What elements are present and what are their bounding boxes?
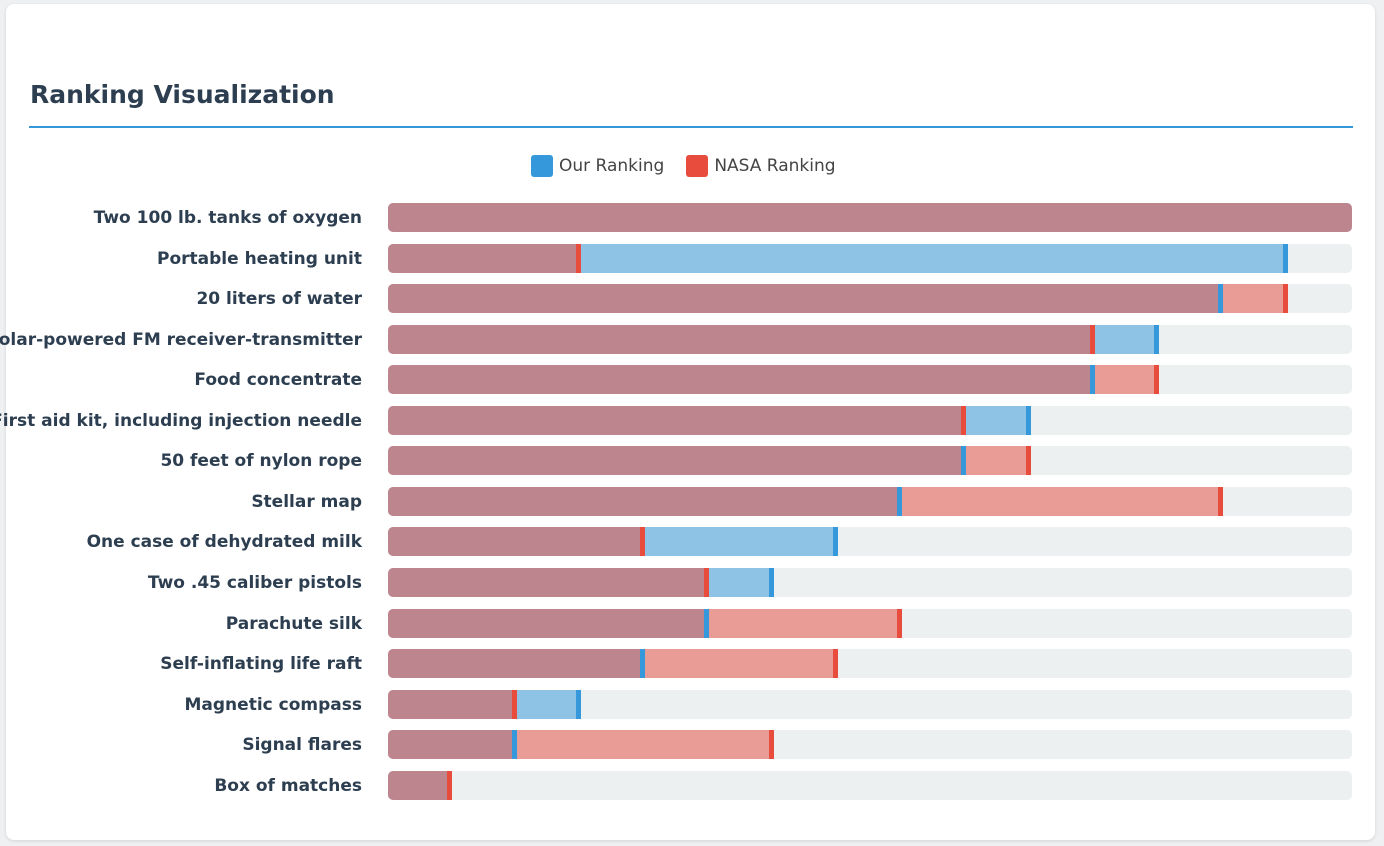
page-title: Ranking Visualization: [30, 80, 335, 109]
our-rank-marker: [832, 527, 838, 556]
ranking-bar-track: [388, 527, 1352, 556]
our-excess-bar: [966, 406, 1031, 435]
row-label: Food concentrate: [194, 370, 362, 390]
nasa-rank-marker: [1154, 365, 1160, 394]
nasa-excess-bar: [966, 446, 1031, 475]
overlap-bar: [388, 771, 453, 800]
nasa-rank-marker: [575, 244, 581, 273]
row-label: Signal flares: [242, 735, 362, 755]
nasa-rank-marker: [511, 690, 517, 719]
ranking-bar-track: [388, 365, 1352, 394]
nasa-rank-marker: [447, 771, 453, 800]
nasa-excess-bar: [516, 730, 774, 759]
nasa-rank-marker: [704, 568, 710, 597]
our-rank-marker: [511, 730, 517, 759]
legend-item-nasa: NASA Ranking: [686, 155, 836, 177]
ranking-card: Ranking Visualization Our Ranking NASA R…: [0, 4, 1375, 840]
nasa-rank-marker: [961, 406, 967, 435]
overlap-bar: [388, 406, 967, 435]
ranking-bar-track: [388, 649, 1352, 678]
our-excess-bar: [580, 244, 1288, 273]
overlap-bar: [388, 203, 1352, 232]
our-rank-marker: [575, 690, 581, 719]
row-label: One case of dehydrated milk: [86, 532, 362, 552]
row-label: 50 feet of nylon rope: [160, 451, 362, 471]
ranking-bar-track: [388, 284, 1352, 313]
our-excess-bar: [1094, 325, 1160, 354]
nasa-rank-marker: [897, 609, 903, 638]
ranking-bar-track: [388, 446, 1352, 475]
nasa-excess-bar: [1094, 365, 1160, 394]
ranking-bar-track: [388, 609, 1352, 638]
our-excess-bar: [516, 690, 581, 719]
our-rank-marker: [1218, 284, 1224, 313]
our-rank-marker: [704, 609, 710, 638]
ranking-bar-track: [388, 203, 1352, 232]
row-label: Stellar map: [251, 492, 362, 512]
our-excess-bar: [709, 568, 774, 597]
nasa-rank-marker: [832, 649, 838, 678]
legend-item-our: Our Ranking: [531, 155, 664, 177]
nasa-excess-bar: [1223, 284, 1288, 313]
overlap-bar: [388, 446, 967, 475]
our-rank-marker: [768, 568, 774, 597]
row-label: Parachute silk: [225, 614, 362, 634]
nasa-excess-bar: [645, 649, 838, 678]
ranking-bar-track: [388, 771, 1352, 800]
nasa-excess-bar: [709, 609, 903, 638]
row-label: 20 liters of water: [196, 289, 362, 309]
ranking-bar-track: [388, 690, 1352, 719]
overlap-bar: [388, 325, 1095, 354]
our-rank-marker: [1282, 244, 1288, 273]
ranking-bar-track: [388, 487, 1352, 516]
nasa-rank-marker: [1089, 325, 1095, 354]
title-divider: [29, 126, 1353, 128]
our-rank-marker: [1089, 365, 1095, 394]
ranking-bar-track: [388, 325, 1352, 354]
chart-legend: Our Ranking NASA Ranking: [531, 155, 858, 177]
nasa-rank-marker: [1218, 487, 1224, 516]
overlap-bar: [388, 730, 517, 759]
row-label: Magnetic compass: [184, 695, 363, 715]
our-rank-marker: [961, 446, 967, 475]
our-rank-marker: [1025, 406, 1031, 435]
legend-swatch-our: [531, 155, 553, 177]
overlap-bar: [388, 568, 710, 597]
our-rank-marker: [1154, 325, 1160, 354]
row-label: Portable heating unit: [157, 249, 362, 269]
overlap-bar: [388, 284, 1224, 313]
legend-swatch-nasa: [686, 155, 709, 177]
our-excess-bar: [645, 527, 838, 556]
row-label: Box of matches: [214, 776, 362, 796]
overlap-bar: [388, 609, 710, 638]
nasa-rank-marker: [768, 730, 774, 759]
overlap-bar: [388, 244, 581, 273]
row-label: Solar-powered FM receiver-transmitter: [0, 330, 362, 350]
nasa-rank-marker: [1282, 284, 1288, 313]
nasa-excess-bar: [902, 487, 1224, 516]
overlap-bar: [388, 690, 517, 719]
overlap-bar: [388, 649, 646, 678]
ranking-bar-track: [388, 568, 1352, 597]
overlap-bar: [388, 527, 646, 556]
overlap-bar: [388, 487, 903, 516]
legend-label-nasa: NASA Ranking: [714, 156, 836, 176]
overlap-bar: [388, 365, 1095, 394]
nasa-rank-marker: [640, 527, 646, 556]
row-label: Self-inflating life raft: [160, 654, 362, 674]
ranking-bar-track: [388, 730, 1352, 759]
our-rank-marker: [897, 487, 903, 516]
row-label: Two .45 caliber pistols: [147, 573, 362, 593]
ranking-bar-track: [388, 406, 1352, 435]
legend-label-our: Our Ranking: [559, 156, 665, 176]
row-label: First aid kit, including injection needl…: [0, 411, 362, 431]
row-label: Two 100 lb. tanks of oxygen: [93, 208, 362, 228]
our-rank-marker: [640, 649, 646, 678]
ranking-bar-track: [388, 244, 1352, 273]
nasa-rank-marker: [1025, 446, 1031, 475]
